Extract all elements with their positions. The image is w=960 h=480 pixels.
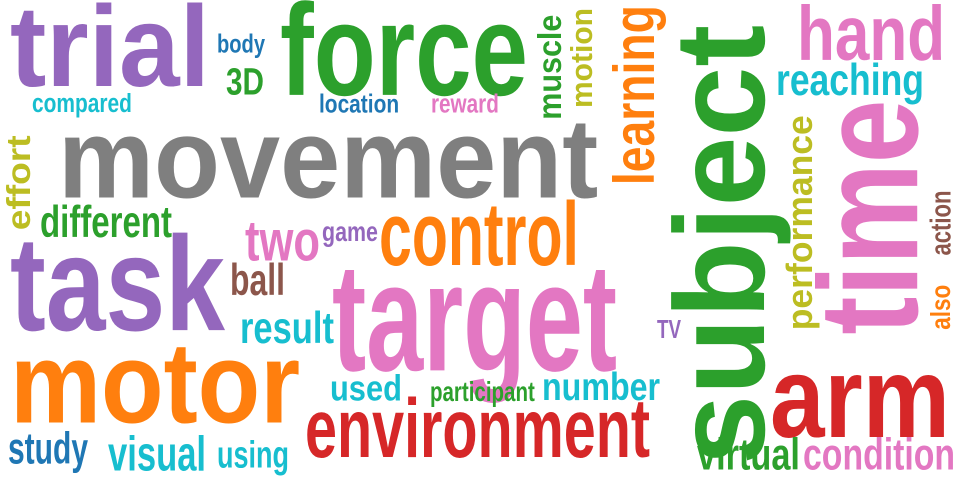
word-compared: compared xyxy=(32,89,132,118)
word-force: force xyxy=(280,0,528,124)
word-action: action xyxy=(924,189,957,256)
word-different: different xyxy=(40,196,172,247)
word-body: body xyxy=(217,30,265,60)
word-movement: movement xyxy=(58,95,599,222)
word-two: two xyxy=(245,209,321,274)
word-environment: environment xyxy=(305,383,651,476)
word-also: also xyxy=(924,285,956,331)
word-time: time xyxy=(790,100,948,336)
word-number: number xyxy=(542,365,661,409)
word-game: game xyxy=(322,216,378,248)
word-using: using xyxy=(217,432,289,476)
word-target: target xyxy=(332,230,618,404)
word-result: result xyxy=(240,304,334,354)
word-virtual: virtual xyxy=(697,430,800,480)
word-reaching: reaching xyxy=(776,54,924,105)
word-tv: TV xyxy=(657,314,681,344)
word-hand: hand xyxy=(797,0,946,78)
word-3d: 3D xyxy=(226,61,264,104)
word-task: task xyxy=(10,208,225,359)
word-participant: participant xyxy=(430,376,535,408)
word-control: control xyxy=(379,184,579,285)
word-condition: condition xyxy=(803,429,956,480)
word-subject: subject xyxy=(647,25,792,466)
word-motion: motion xyxy=(565,8,600,108)
word-trial: trial xyxy=(10,0,210,112)
word-performance: performance xyxy=(779,115,820,331)
word-arm: arm xyxy=(770,332,950,462)
word-used: used xyxy=(330,367,402,409)
word-visual: visual xyxy=(108,427,207,480)
word-study: study xyxy=(8,424,89,474)
word-location: location xyxy=(319,89,400,119)
word-ball: ball xyxy=(230,253,285,305)
word-motor: motor xyxy=(10,317,301,448)
word-reward: reward xyxy=(431,89,499,119)
